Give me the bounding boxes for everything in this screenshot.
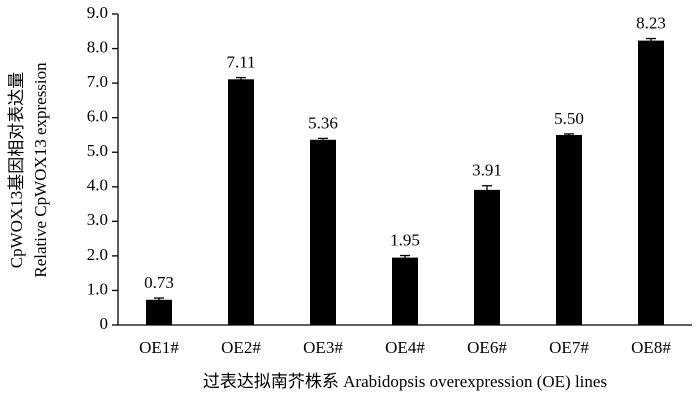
x-tick-label: OE8# [631,338,671,357]
bar [638,40,664,325]
bar [474,189,500,325]
x-tick-label: OE6# [467,338,507,357]
value-label: 3.91 [472,161,502,180]
value-label: 1.95 [390,230,420,249]
value-label: 5.50 [554,109,584,128]
y-tick-label: 5.0 [87,141,108,160]
y-tick-label: 6.0 [87,107,108,126]
x-tick-label: OE4# [385,338,425,357]
bar [228,79,254,325]
x-tick-label: OE2# [221,338,261,357]
y-tick-label: 9.0 [87,3,108,22]
x-axis-label: 过表达拟南芥株系 Arabidopsis overexpression (OE)… [203,372,607,391]
bar [310,139,336,325]
y-tick-label: 0 [100,314,109,333]
y-tick-label: 3.0 [87,210,108,229]
y-axis-label: CpWOX13基因相对表达量 [7,72,26,268]
x-tick-label: OE1# [139,338,179,357]
y-tick-label: 1.0 [87,279,108,298]
y-axis-label: Relative CpWOX13 expression [31,62,50,278]
value-label: 7.11 [226,52,255,71]
x-tick-label: OE3# [303,338,343,357]
x-tick-label: OE7# [549,338,589,357]
y-tick-label: 7.0 [87,72,108,91]
bar [392,257,418,325]
bar [146,299,172,325]
value-label: 0.73 [144,273,174,292]
y-tick-label: 4.0 [87,176,108,195]
y-tick-label: 8.0 [87,37,108,56]
bar [556,134,582,325]
value-label: 5.36 [308,113,338,132]
y-tick-label: 2.0 [87,245,108,264]
value-label: 8.23 [636,13,666,32]
